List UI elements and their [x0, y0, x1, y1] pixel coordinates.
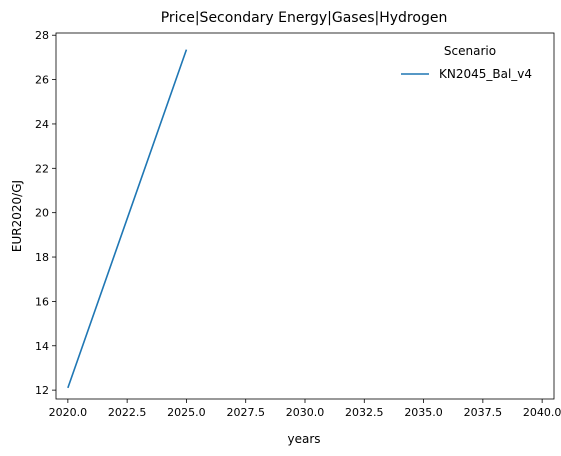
y-tick-label: 22 [35, 162, 49, 175]
y-tick-label: 12 [35, 384, 49, 397]
y-axis: 12 14 16 18 20 22 24 26 28 [35, 29, 56, 397]
x-tick-label: 2025.0 [167, 406, 206, 419]
y-tick-label: 24 [35, 118, 49, 131]
y-tick-label: 16 [35, 295, 49, 308]
chart-title: Price|Secondary Energy|Gases|Hydrogen [161, 10, 448, 26]
series-line-0 [67, 49, 188, 389]
y-axis-label: EUR2020/GJ [10, 180, 24, 252]
x-tick-label: 2040.0 [523, 406, 561, 419]
y-tick-label: 26 [35, 74, 49, 87]
y-tick-label: 18 [35, 251, 49, 264]
x-tick-label: 2035.0 [404, 406, 443, 419]
y-tick-label: 14 [35, 340, 49, 353]
y-tick-label: 20 [35, 207, 49, 220]
series-layer [67, 49, 188, 389]
legend-title: Scenario [444, 44, 496, 58]
y-tick-label: 28 [35, 29, 49, 42]
legend: Scenario KN2045_Bal_v4 [401, 44, 532, 81]
x-tick-label: 2030.0 [286, 406, 325, 419]
x-axis: 2020.0 2022.5 2025.0 2027.5 2030.0 2032.5 2035… [49, 399, 561, 419]
x-tick-label: 2020.0 [49, 406, 88, 419]
x-tick-label: 2022.5 [108, 406, 147, 419]
x-tick-label: 2032.5 [345, 406, 384, 419]
plot-area [55, 32, 555, 400]
x-tick-label: 2027.5 [226, 406, 265, 419]
legend-label: KN2045_Bal_v4 [439, 67, 532, 81]
x-tick-label: 2037.5 [464, 406, 503, 419]
x-axis-label: years [287, 432, 320, 446]
